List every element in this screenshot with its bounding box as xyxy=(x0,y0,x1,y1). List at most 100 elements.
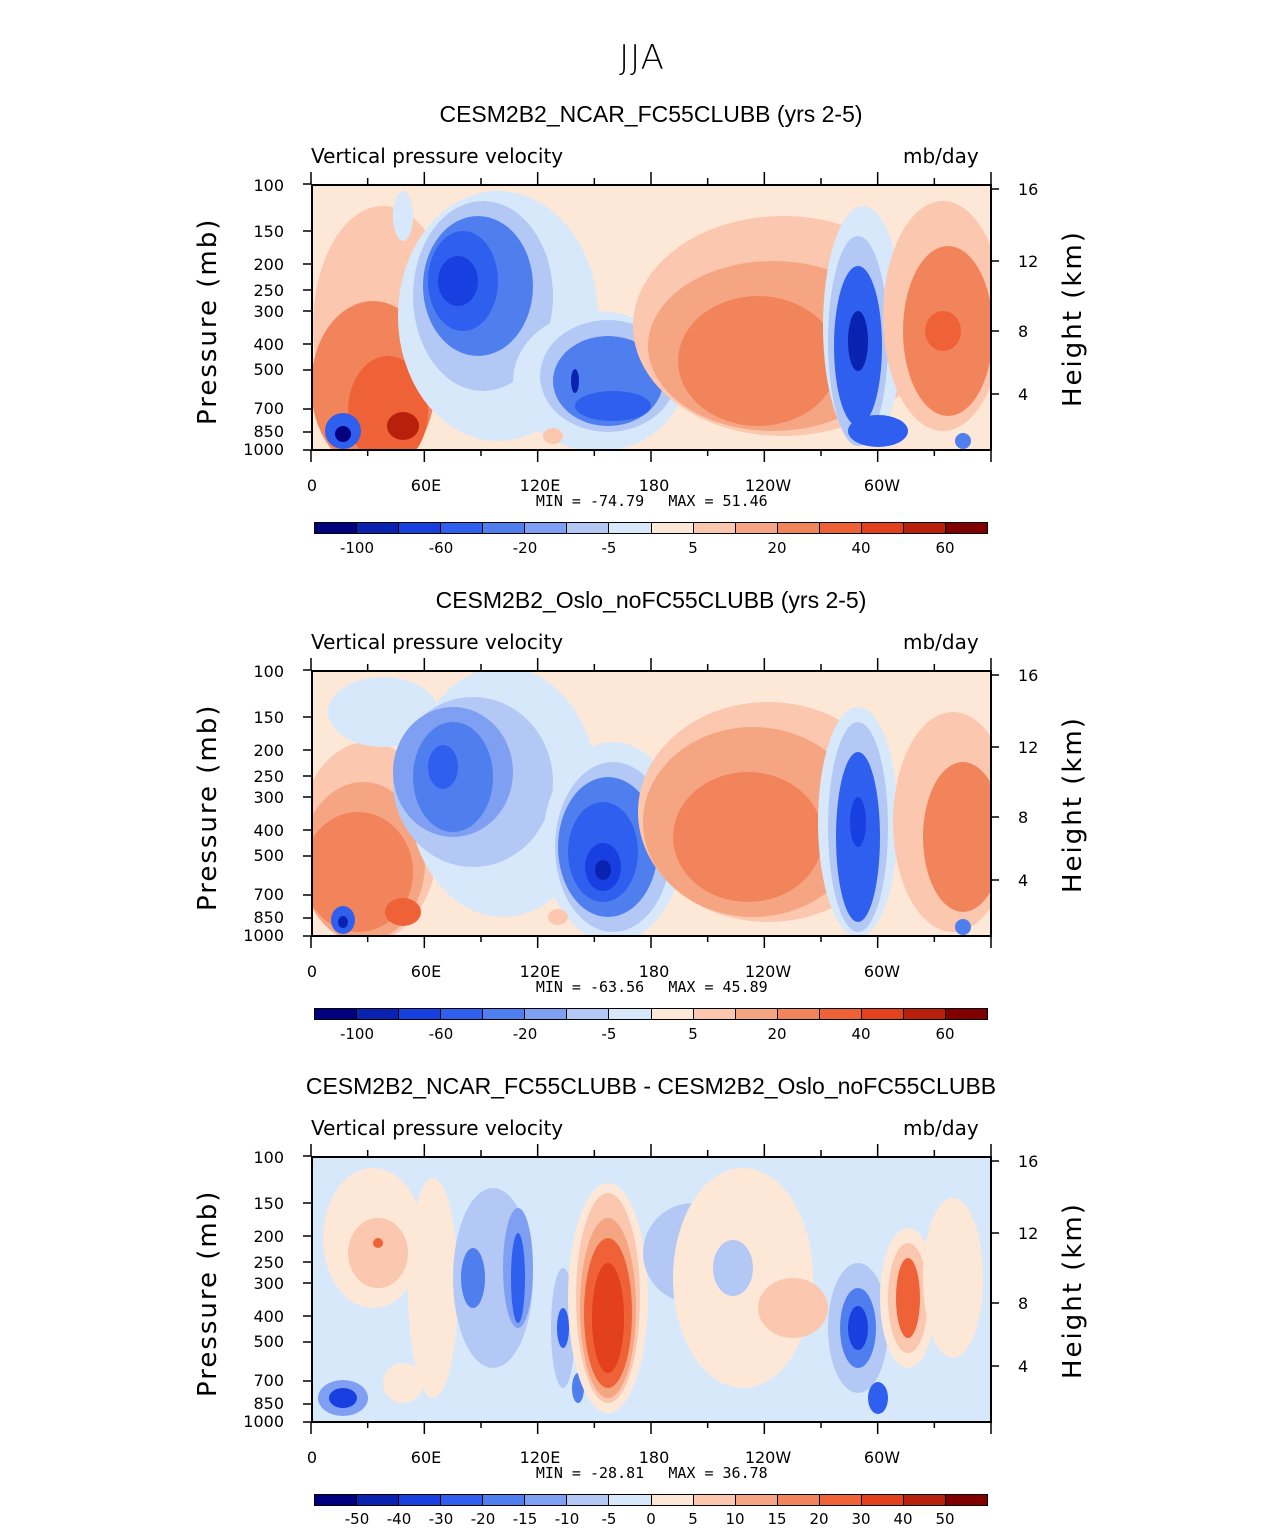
colorbar-swatch xyxy=(777,1495,820,1505)
colorbar-swatch xyxy=(525,1495,568,1505)
height-tick: 12 xyxy=(1018,738,1039,757)
colorbar-swatch xyxy=(945,523,987,533)
height-tick: 12 xyxy=(1018,252,1039,271)
colorbar-swatch xyxy=(735,1009,778,1019)
colorbar-tick: 40 xyxy=(851,1025,871,1043)
colorbar-tick: -20 xyxy=(512,539,538,557)
colorbar-swatch xyxy=(315,523,358,533)
contour-plot xyxy=(311,184,992,451)
colorbar-tick: 40 xyxy=(893,1510,913,1528)
colorbar-swatch xyxy=(735,523,778,533)
lon-tick: 120W xyxy=(744,962,792,981)
lon-tick: 60W xyxy=(863,476,901,495)
colorbar-swatch xyxy=(903,523,946,533)
pressure-tick: 300 xyxy=(253,1274,284,1293)
height-tick: 8 xyxy=(1018,322,1029,341)
y-axis-label: Pressure (mb) xyxy=(193,217,223,425)
colorbar-swatch xyxy=(609,1495,652,1505)
height-tick: 8 xyxy=(1018,808,1029,827)
pressure-tick: 700 xyxy=(253,399,284,418)
colorbar-tick: 10 xyxy=(725,1510,745,1528)
colorbar-swatch xyxy=(609,1009,652,1019)
min-label: MIN = -28.81 xyxy=(535,1464,645,1482)
panel-title: CESM2B2_Oslo_noFC55CLUBB (yrs 2-5) xyxy=(435,587,867,613)
pressure-tick: 850 xyxy=(253,908,284,927)
colorbar-swatch xyxy=(693,1495,736,1505)
pressure-tick: 700 xyxy=(253,885,284,904)
pressure-tick: 1000 xyxy=(243,440,284,459)
lon-tick: 180 xyxy=(638,476,670,495)
pressure-tick: 700 xyxy=(253,1371,284,1390)
colorbar-swatch xyxy=(483,523,526,533)
colorbar-swatch xyxy=(945,1495,987,1505)
colorbar-swatch xyxy=(819,523,862,533)
lon-tick: 0 xyxy=(306,1448,318,1467)
colorbar-swatch xyxy=(441,1495,484,1505)
colorbar-tick: 5 xyxy=(688,1025,698,1043)
lon-tick: 120E xyxy=(519,1448,561,1467)
height-tick: 8 xyxy=(1018,1294,1029,1313)
units-label: mb/day xyxy=(903,630,979,654)
colorbar-swatch xyxy=(399,1009,442,1019)
right-axis-label: Height (km) xyxy=(1058,1202,1088,1379)
pressure-tick: 100 xyxy=(253,662,284,681)
colorbar-swatch xyxy=(399,523,442,533)
pressure-tick: 150 xyxy=(253,1194,284,1213)
contour-field xyxy=(313,186,990,449)
max-label: MAX = 51.46 xyxy=(668,492,768,510)
colorbar-swatch xyxy=(357,523,400,533)
colorbar-swatch xyxy=(693,1009,736,1019)
height-tick: 12 xyxy=(1018,1224,1039,1243)
units-label: mb/day xyxy=(903,1116,979,1140)
colorbar-tick: 5 xyxy=(688,539,698,557)
y-axis-label: Pressure (mb) xyxy=(193,1189,223,1397)
colorbar-swatch xyxy=(315,1009,358,1019)
height-tick: 4 xyxy=(1018,871,1029,890)
contour-field xyxy=(313,672,990,935)
lon-tick: 180 xyxy=(638,1448,670,1467)
min-label: MIN = -74.79 xyxy=(535,492,645,510)
colorbar-swatch xyxy=(861,1009,904,1019)
colorbar-swatch xyxy=(609,523,652,533)
pressure-tick: 850 xyxy=(253,1394,284,1413)
height-tick: 16 xyxy=(1018,180,1039,199)
colorbar-tick: -5 xyxy=(601,539,617,557)
colorbar-tick: -5 xyxy=(601,1510,617,1528)
colorbar-swatch xyxy=(861,1495,904,1505)
height-tick: 4 xyxy=(1018,1357,1029,1376)
colorbar-swatch xyxy=(861,523,904,533)
pressure-tick: 1000 xyxy=(243,926,284,945)
pressure-tick: 250 xyxy=(253,767,284,786)
colorbar-swatch xyxy=(357,1009,400,1019)
colorbar-tick: -60 xyxy=(428,539,454,557)
colorbar xyxy=(314,522,988,534)
lon-tick: 0 xyxy=(306,476,318,495)
colorbar-swatch xyxy=(567,523,610,533)
pressure-tick: 500 xyxy=(253,360,284,379)
contour-plot xyxy=(311,1156,992,1423)
colorbar-swatch xyxy=(777,523,820,533)
colorbar-tick: 50 xyxy=(935,1510,955,1528)
pressure-tick: 150 xyxy=(253,222,284,241)
variable-label: Vertical pressure velocity xyxy=(311,144,564,168)
colorbar-swatch xyxy=(777,1009,820,1019)
lon-tick: 60W xyxy=(863,962,901,981)
colorbar-tick: 20 xyxy=(767,1025,787,1043)
colorbar-tick: 5 xyxy=(688,1510,698,1528)
y-axis-label: Pressure (mb) xyxy=(193,703,223,911)
colorbar-swatch xyxy=(441,523,484,533)
pressure-tick: 200 xyxy=(253,741,284,760)
colorbar-swatch xyxy=(483,1009,526,1019)
colorbar-swatch xyxy=(651,1495,694,1505)
pressure-tick: 150 xyxy=(253,708,284,727)
pressure-tick: 100 xyxy=(253,176,284,195)
lon-tick: 60E xyxy=(410,476,442,495)
colorbar-tick: -10 xyxy=(554,1510,580,1528)
lon-tick: 120W xyxy=(744,476,792,495)
panel-title: CESM2B2_NCAR_FC55CLUBB - CESM2B2_Oslo_no… xyxy=(305,1073,997,1099)
colorbar-swatch xyxy=(945,1009,987,1019)
lon-tick: 0 xyxy=(306,962,318,981)
pressure-tick: 300 xyxy=(253,302,284,321)
colorbar-tick: -40 xyxy=(386,1510,412,1528)
colorbar-swatch xyxy=(399,1495,442,1505)
